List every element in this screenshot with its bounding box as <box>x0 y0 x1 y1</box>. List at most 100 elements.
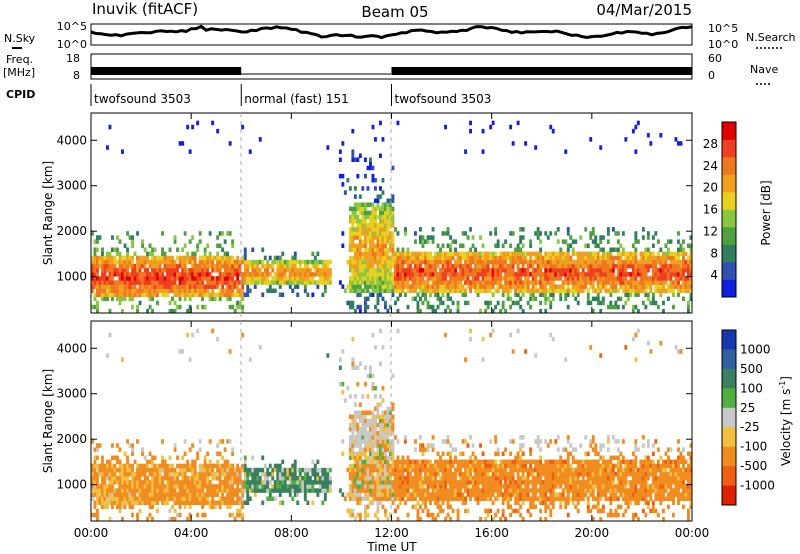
velocity-cell <box>374 513 377 518</box>
power-cell <box>527 280 530 285</box>
power-cell <box>464 264 467 269</box>
velocity-cell <box>341 382 344 387</box>
velocity-cell <box>339 366 342 371</box>
power-cell <box>574 239 577 244</box>
power-cell <box>562 284 565 289</box>
velocity-cell <box>351 492 354 497</box>
power-cell <box>116 297 119 302</box>
nsky-tick-bottom: 10^0 <box>57 38 87 51</box>
power-cell <box>627 297 630 302</box>
power-cell <box>457 284 460 289</box>
power-cell <box>624 272 627 277</box>
velocity-cell <box>224 447 227 452</box>
power-cell <box>677 272 680 277</box>
velocity-cell <box>504 497 507 502</box>
power-cell <box>422 252 425 257</box>
power-cell <box>414 252 417 257</box>
velocity-cell <box>479 460 482 465</box>
velocity-cell <box>354 423 357 428</box>
velocity-cell <box>204 468 207 473</box>
velocity-cell <box>239 509 242 514</box>
power-cell <box>432 264 435 269</box>
power-cell <box>206 289 209 294</box>
velocity-cell <box>141 472 144 477</box>
velocity-cell <box>94 447 97 452</box>
power-cell <box>291 272 294 277</box>
velocity-cell <box>392 480 395 485</box>
velocity-cell <box>191 468 194 473</box>
velocity-cell <box>214 472 217 477</box>
velocity-cell <box>484 464 487 469</box>
velocity-cell <box>281 480 284 485</box>
power-cell <box>356 248 359 253</box>
velocity-cell <box>154 456 157 461</box>
velocity-cell <box>146 468 149 473</box>
power-cell <box>402 252 405 257</box>
power-cell <box>367 268 370 273</box>
power-cell <box>474 289 477 294</box>
power-cell <box>564 289 567 294</box>
power-cell <box>369 256 372 261</box>
power-cell <box>116 284 119 289</box>
power-cell <box>159 256 162 261</box>
velocity-cell <box>449 480 452 485</box>
power-cell <box>444 125 447 130</box>
velocity-cell <box>299 468 302 473</box>
velocity-cell <box>131 468 134 473</box>
power-cell <box>146 252 149 257</box>
velocity-cell <box>377 423 380 428</box>
velocity-cell <box>146 484 149 489</box>
power-cell <box>409 284 412 289</box>
velocity-cell <box>364 505 367 510</box>
velocity-cell <box>196 452 199 457</box>
velocity-cell <box>462 439 465 444</box>
velocity-cell <box>144 464 147 469</box>
power-cell <box>359 256 362 261</box>
power-cell <box>109 289 112 294</box>
power-cell <box>266 276 269 281</box>
power-cell <box>574 272 577 277</box>
velocity-cell <box>149 468 152 473</box>
power-cell <box>387 268 390 273</box>
power-cell <box>559 297 562 302</box>
velocity-cell <box>181 501 184 506</box>
velocity-cell <box>427 472 430 477</box>
power-cell <box>667 272 670 277</box>
velocity-cell <box>499 472 502 477</box>
power-cell <box>592 256 595 261</box>
velocity-cell <box>387 492 390 497</box>
power-cell <box>321 272 324 277</box>
power-cell <box>569 280 572 285</box>
velocity-cell <box>276 472 279 477</box>
velocity-cell <box>482 492 485 497</box>
power-cell <box>454 252 457 257</box>
power-cell <box>369 166 372 171</box>
power-cell <box>229 141 232 146</box>
power-cell <box>111 284 114 289</box>
power-cell <box>204 305 207 310</box>
velocity-cell <box>447 452 450 457</box>
power-cell <box>359 248 362 253</box>
power-cell <box>467 284 470 289</box>
velocity-cell <box>231 468 234 473</box>
power-cell <box>226 256 229 261</box>
power-cell <box>216 264 219 269</box>
power-cell <box>206 256 209 261</box>
freq-bars <box>91 67 692 75</box>
power-cell <box>519 252 522 257</box>
velocity-cell <box>296 492 299 497</box>
velocity-cell <box>306 484 309 489</box>
velocity-cell <box>236 497 239 502</box>
power-cell <box>131 293 134 298</box>
velocity-cell <box>397 480 400 485</box>
velocity-cell <box>291 497 294 502</box>
power-cell <box>484 289 487 294</box>
velocity-cell <box>499 492 502 497</box>
velocity-cell <box>379 419 382 424</box>
velocity-cell <box>522 452 525 457</box>
power-cell <box>544 301 547 306</box>
velocity-cell <box>472 452 475 457</box>
power-cell <box>675 256 678 261</box>
power-cell <box>447 280 450 285</box>
power-cell <box>670 272 673 277</box>
